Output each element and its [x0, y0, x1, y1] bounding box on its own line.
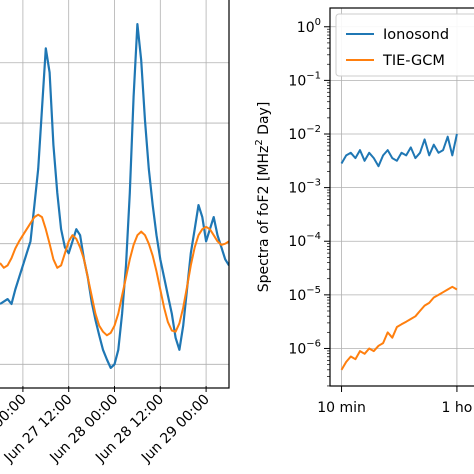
left-series-ionosonde-line [0, 23, 229, 369]
right-series-tiegcm-line [340, 285, 458, 371]
left-plot-frame [0, 0, 230, 389]
right-y-tick-label: 10−5 [288, 285, 321, 304]
right-y-tick-label: 100 [297, 17, 321, 36]
left-series [0, 23, 229, 369]
left-grid [0, 0, 229, 386]
right-series-ionosonde-line [340, 133, 458, 168]
left-series-tiegcm-line [0, 213, 229, 337]
right-x-ticks: 10 min 1 ho [317, 386, 472, 416]
right-y-tick-label: 10−1 [288, 70, 321, 89]
legend-label-ionosonde: Ionosond [383, 27, 449, 43]
right-x-tick-label: 1 ho [442, 400, 473, 416]
right-y-tick-label: 10−2 [288, 124, 321, 143]
legend-label-tiegcm: TIE-GCM [382, 53, 445, 69]
right-plot-frame [329, 7, 474, 387]
right-series [340, 133, 458, 371]
right-y-tick-label: 10−4 [288, 231, 321, 250]
right-y-tick-label: 10−6 [288, 338, 321, 357]
right-y-ticks: 100 10−1 10−2 10−3 10−4 10−5 10−6 [288, 17, 330, 387]
right-y-axis-label: Spectra of foF2 [MHz2 Day] [254, 102, 272, 293]
right-y-tick-label: 10−3 [288, 178, 321, 197]
right-panel: 100 10−1 10−2 10−3 10−4 10−5 10−6 10 min 1 ho S… [254, 7, 474, 416]
right-x-tick-label: 10 min [317, 400, 366, 416]
legend: Ionosond TIE-GCM [335, 13, 474, 77]
